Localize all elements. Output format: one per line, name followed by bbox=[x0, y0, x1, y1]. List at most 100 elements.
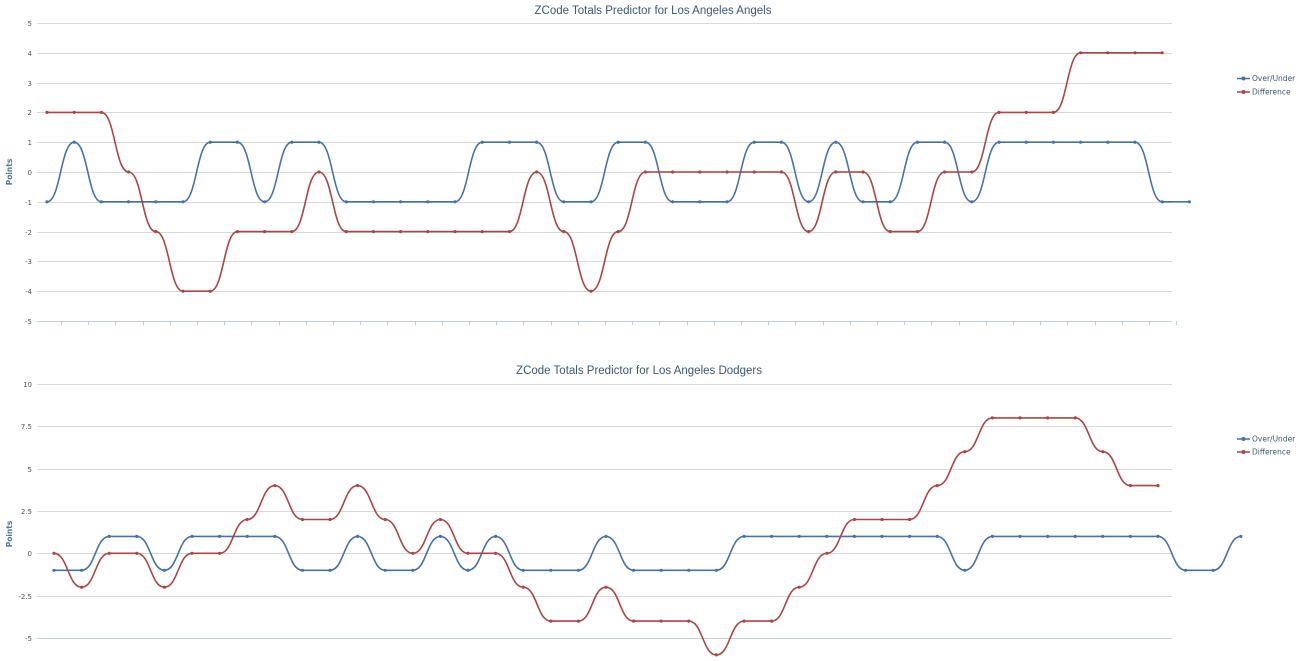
angels-series-over-under-point[interactable] bbox=[1133, 140, 1137, 144]
dodgers-series-over-under-point[interactable] bbox=[162, 568, 166, 572]
angels-series-difference-point[interactable] bbox=[426, 230, 430, 234]
angels-series-difference-point[interactable] bbox=[535, 170, 539, 174]
angels-series-difference-point[interactable] bbox=[834, 170, 838, 174]
dodgers-series-difference-point[interactable] bbox=[797, 585, 801, 589]
angels-series-over-under-point[interactable] bbox=[290, 140, 294, 144]
dodgers-series-over-under-point[interactable] bbox=[1046, 534, 1050, 539]
dodgers-series-over-under-point[interactable] bbox=[825, 534, 829, 539]
dodgers-series-over-under-point[interactable] bbox=[411, 568, 415, 572]
dodgers-series-difference-point[interactable] bbox=[135, 551, 139, 555]
dodgers-series-difference-point[interactable] bbox=[494, 551, 498, 555]
dodgers-series-over-under-point[interactable] bbox=[245, 534, 249, 539]
angels-series-difference-point[interactable] bbox=[208, 289, 212, 293]
dodgers-series-over-under-point[interactable] bbox=[494, 534, 498, 539]
angels-series-over-under-point[interactable] bbox=[643, 140, 648, 144]
dodgers-series-over-under-point[interactable] bbox=[770, 534, 774, 539]
dodgers-series-over-under-point[interactable] bbox=[1073, 534, 1077, 539]
angels-series-over-under-point[interactable] bbox=[1079, 140, 1083, 144]
angels-series-over-under-point[interactable] bbox=[426, 200, 430, 204]
dodgers-series-difference-point[interactable] bbox=[356, 484, 360, 488]
angels-series-difference-point[interactable] bbox=[752, 170, 756, 174]
angels-series-difference-point[interactable] bbox=[1051, 110, 1055, 114]
dodgers-series-over-under-point[interactable] bbox=[797, 534, 801, 539]
angels-series-over-under-point[interactable] bbox=[589, 200, 593, 204]
angels-series-over-under-point[interactable] bbox=[1106, 140, 1110, 144]
dodgers-series-over-under-point[interactable] bbox=[438, 534, 442, 539]
angels-series-difference-point[interactable] bbox=[317, 170, 321, 174]
dodgers-series-difference-point[interactable] bbox=[1073, 416, 1077, 420]
angels-series-over-under-point[interactable] bbox=[127, 200, 131, 204]
dodgers-series-over-under-point[interactable] bbox=[328, 568, 332, 572]
dodgers-series-over-under-point[interactable] bbox=[80, 568, 84, 572]
angels-series-over-under-point[interactable] bbox=[970, 200, 974, 204]
angels-series-over-under-point[interactable] bbox=[208, 140, 212, 144]
dodgers-series-difference-point[interactable] bbox=[604, 585, 608, 589]
angels-series-difference-point[interactable] bbox=[1160, 51, 1164, 55]
angels-series-over-under-point[interactable] bbox=[507, 140, 511, 144]
angels-series-difference-point[interactable] bbox=[943, 170, 947, 174]
angels-series-difference-point[interactable] bbox=[181, 289, 185, 293]
dodgers-series-over-under-point[interactable] bbox=[383, 568, 387, 572]
angels-series-difference-point[interactable] bbox=[861, 170, 865, 174]
angels-series-over-under-point[interactable] bbox=[915, 140, 920, 144]
dodgers-series-difference-point[interactable] bbox=[742, 619, 746, 623]
angels-series-over-under-point[interactable] bbox=[154, 200, 158, 204]
dodgers-legend-item-difference[interactable]: Difference bbox=[1237, 448, 1291, 457]
angels-series-over-under-point[interactable] bbox=[888, 200, 892, 204]
angels-series-over-under-point[interactable] bbox=[562, 200, 566, 204]
dodgers-series-over-under-point[interactable] bbox=[687, 568, 691, 572]
dodgers-series-difference-point[interactable] bbox=[273, 484, 277, 488]
dodgers-series-over-under-point[interactable] bbox=[714, 568, 719, 572]
dodgers-series-over-under-point[interactable] bbox=[107, 534, 111, 539]
dodgers-series-over-under-point[interactable] bbox=[576, 568, 581, 572]
dodgers-series-over-under-point[interactable] bbox=[190, 534, 194, 539]
angels-series-difference-point[interactable] bbox=[589, 289, 593, 293]
dodgers-series-over-under-point[interactable] bbox=[659, 568, 663, 572]
dodgers-series-difference-point[interactable] bbox=[300, 517, 304, 522]
dodgers-series-over-under-point[interactable] bbox=[356, 534, 360, 539]
angels-series-difference-point[interactable] bbox=[72, 110, 76, 114]
angels-series-difference-point[interactable] bbox=[235, 230, 239, 234]
angels-series-over-under-point[interactable] bbox=[997, 140, 1001, 144]
angels-series-over-under-point[interactable] bbox=[317, 140, 321, 144]
dodgers-series-over-under-point[interactable] bbox=[1156, 534, 1160, 539]
angels-series-difference-point[interactable] bbox=[671, 170, 675, 174]
dodgers-series-over-under-point[interactable] bbox=[963, 568, 967, 572]
dodgers-series-over-under-point[interactable] bbox=[908, 534, 912, 539]
dodgers-series-difference-point[interactable] bbox=[687, 619, 691, 623]
dodgers-series-over-under-point[interactable] bbox=[852, 534, 857, 539]
angels-series-difference-point[interactable] bbox=[453, 230, 457, 234]
angels-series-difference-point[interactable] bbox=[99, 110, 103, 114]
dodgers-series-difference-point[interactable] bbox=[770, 619, 774, 623]
angels-series-over-under-point[interactable] bbox=[371, 200, 375, 204]
angels-series-difference-point[interactable] bbox=[562, 230, 566, 234]
angels-series-over-under-point[interactable] bbox=[453, 200, 457, 204]
dodgers-series-over-under-point[interactable] bbox=[990, 534, 995, 539]
angels-series-over-under-point[interactable] bbox=[698, 200, 702, 204]
angels-series-over-under-point[interactable] bbox=[399, 200, 403, 204]
dodgers-series-over-under-point[interactable] bbox=[135, 534, 139, 539]
angels-series-difference-point[interactable] bbox=[698, 170, 702, 174]
angels-series-difference-point[interactable] bbox=[616, 230, 620, 234]
dodgers-series-over-under-point[interactable] bbox=[1239, 534, 1243, 539]
dodgers-series-difference-point[interactable] bbox=[714, 653, 719, 657]
dodgers-series-difference-point[interactable] bbox=[411, 551, 415, 555]
angels-series-difference-point[interactable] bbox=[888, 230, 892, 234]
angels-series-over-under-point[interactable] bbox=[1024, 140, 1028, 144]
angels-series-difference-point[interactable] bbox=[263, 230, 267, 234]
angels-series-difference-point[interactable] bbox=[507, 230, 511, 234]
dodgers-series-difference-point[interactable] bbox=[935, 484, 939, 488]
angels-legend-item-difference[interactable]: Difference bbox=[1237, 88, 1291, 97]
angels-series-difference-point[interactable] bbox=[1106, 51, 1110, 55]
angels-series-over-under-point[interactable] bbox=[752, 140, 756, 144]
dodgers-series-difference-point[interactable] bbox=[80, 585, 84, 589]
angels-series-over-under-point[interactable] bbox=[263, 200, 267, 204]
angels-series-difference-point[interactable] bbox=[399, 230, 403, 234]
dodgers-series-over-under-point[interactable] bbox=[1211, 568, 1215, 572]
angels-series-difference-point[interactable] bbox=[970, 170, 974, 174]
angels-series-over-under-point[interactable] bbox=[45, 200, 49, 204]
angels-series-over-under-point[interactable] bbox=[1160, 200, 1164, 204]
dodgers-series-difference-point[interactable] bbox=[1018, 416, 1022, 420]
dodgers-series-difference-point[interactable] bbox=[107, 551, 111, 555]
angels-series-over-under-point[interactable] bbox=[861, 200, 865, 204]
